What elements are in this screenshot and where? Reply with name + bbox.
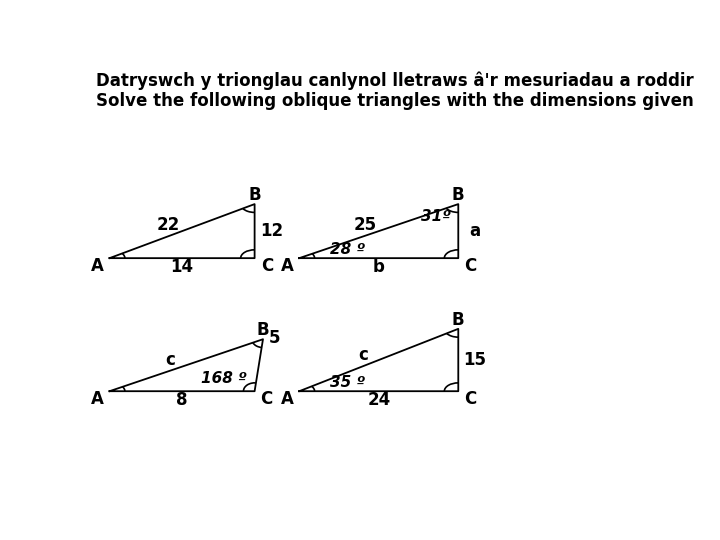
- Text: 5: 5: [269, 329, 280, 347]
- Text: 25: 25: [354, 216, 377, 234]
- Text: C: C: [261, 256, 273, 275]
- Text: Datryswch y trionglau canlynol lletraws â'r mesuriadau a roddir: Datryswch y trionglau canlynol lletraws …: [96, 71, 693, 90]
- Text: a: a: [469, 222, 480, 240]
- Text: B: B: [452, 186, 464, 204]
- Text: 35 º: 35 º: [330, 375, 365, 390]
- Text: 12: 12: [260, 222, 283, 240]
- Text: A: A: [281, 256, 294, 275]
- Text: B: B: [452, 310, 464, 329]
- Text: A: A: [91, 256, 104, 275]
- Text: 168 º: 168 º: [201, 371, 247, 386]
- Text: 8: 8: [176, 392, 188, 409]
- Text: C: C: [464, 390, 477, 408]
- Text: 24: 24: [367, 392, 390, 409]
- Text: 22: 22: [156, 216, 180, 234]
- Text: B: B: [256, 321, 269, 339]
- Text: Solve the following oblique triangles with the dimensions given: Solve the following oblique triangles wi…: [96, 92, 693, 110]
- Text: B: B: [248, 186, 261, 204]
- Text: 28 º: 28 º: [330, 242, 365, 258]
- Text: 14: 14: [171, 258, 194, 276]
- Text: A: A: [91, 390, 104, 408]
- Text: 15: 15: [464, 351, 487, 369]
- Text: 31º: 31º: [421, 209, 451, 224]
- Text: c: c: [359, 346, 368, 364]
- Text: A: A: [281, 390, 294, 408]
- Text: C: C: [260, 390, 272, 408]
- Text: c: c: [166, 351, 176, 369]
- Text: C: C: [464, 256, 477, 275]
- Text: b: b: [373, 258, 384, 276]
